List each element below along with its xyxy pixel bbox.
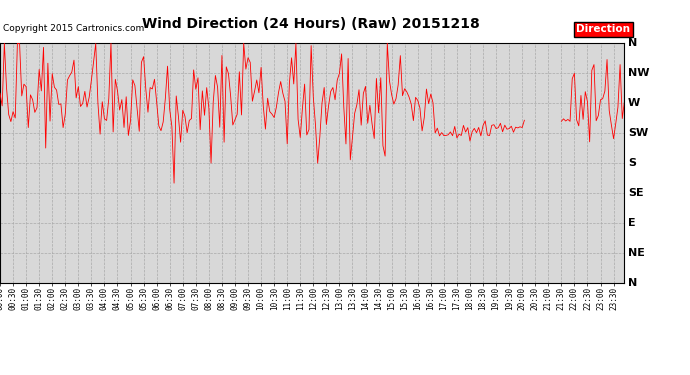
Text: N: N — [628, 278, 637, 288]
Text: S: S — [628, 158, 636, 168]
Text: NW: NW — [628, 68, 649, 78]
Text: Copyright 2015 Cartronics.com: Copyright 2015 Cartronics.com — [3, 24, 145, 33]
Text: E: E — [628, 218, 635, 228]
Text: N: N — [628, 38, 637, 48]
Text: SE: SE — [628, 188, 644, 198]
Text: Wind Direction (24 Hours) (Raw) 20151218: Wind Direction (24 Hours) (Raw) 20151218 — [141, 17, 480, 31]
Text: SW: SW — [628, 128, 648, 138]
Text: NE: NE — [628, 248, 644, 258]
Text: W: W — [628, 98, 640, 108]
Text: Direction: Direction — [576, 24, 630, 34]
